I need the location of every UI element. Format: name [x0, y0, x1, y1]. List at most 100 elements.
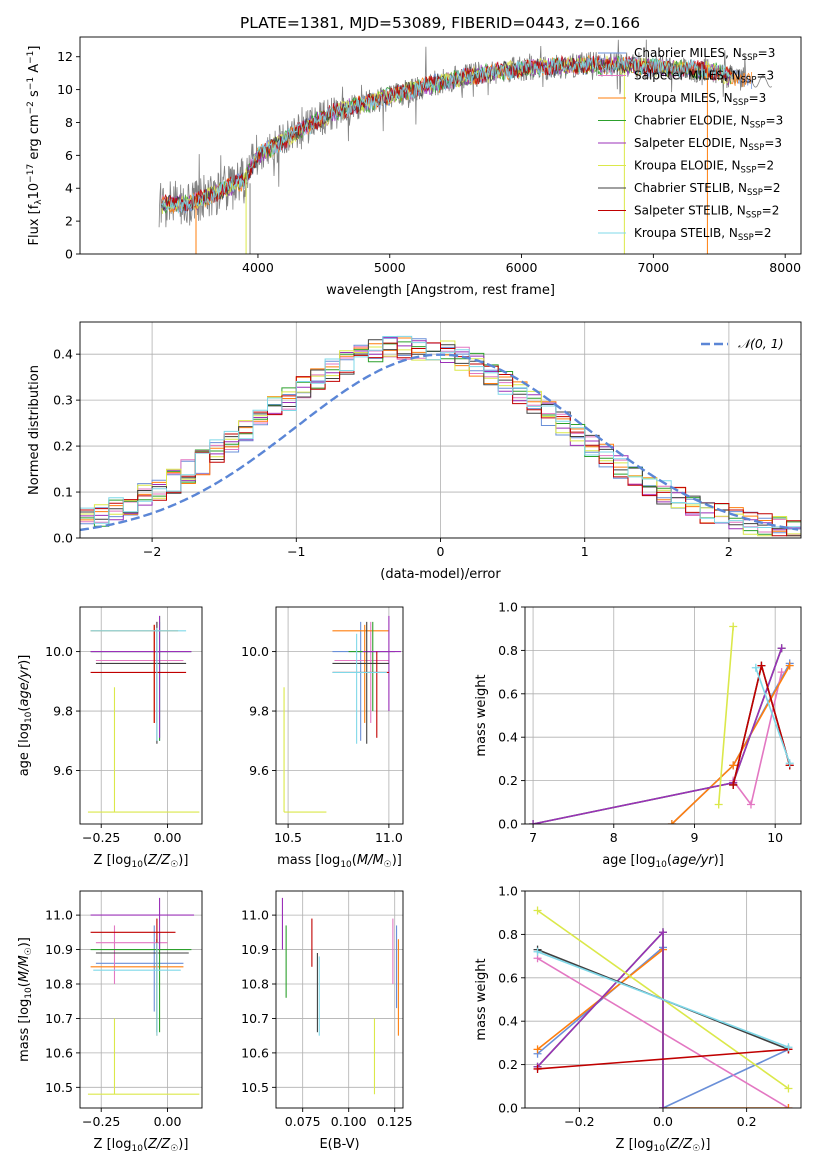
y-tick-label: 0.2	[498, 773, 518, 788]
y-tick-label: 4	[65, 181, 73, 196]
axes-frame	[275, 606, 404, 825]
y-tick-label: 0.0	[53, 531, 73, 546]
y-tick-label: 11.0	[45, 908, 73, 923]
axes-frame	[275, 890, 404, 1109]
chart-panels: 4000 5000 6000 7000 8000024681012wavelength …	[17, 36, 802, 1154]
model-spectrum-line	[161, 56, 733, 214]
legend-label: Chabrier ELODIE, NSSP=3	[634, 114, 783, 131]
legend-label-name: Kroupa MILES, N	[634, 91, 733, 105]
x-axis-label-part: ☉	[170, 860, 178, 870]
legend-label: Kroupa MILES, NSSP=3	[634, 91, 766, 108]
y-axis-label-part: s	[27, 90, 42, 101]
y-tick-label: 2	[65, 214, 73, 229]
x-tick-label: 11.0	[375, 830, 403, 845]
x-axis-label-part: mass [log	[277, 853, 340, 868]
x-axis-label: Z [log10(Z/Z☉)]	[94, 853, 189, 870]
legend-label-count: =2	[763, 181, 781, 195]
panel-residual_histogram: −2 −1 0 1 2 0.0 0.1 0.2 0.3 0.4 𝒩(0, 1) (data-model…	[27, 321, 802, 582]
x-axis-label-part: M/M	[357, 853, 384, 868]
x-axis-label-part: Z/Z	[147, 1137, 171, 1152]
legend-label-name: Kroupa ELODIE, N	[634, 159, 741, 173]
y-tick-label: 0.8	[498, 643, 518, 658]
x-tick-label: 0.100	[331, 1114, 367, 1129]
legend-label-sub: SSP	[750, 121, 766, 131]
mass-weight-marker	[784, 1043, 793, 1052]
mass-weight-line	[755, 667, 791, 764]
legend-label-sub: SSP	[733, 98, 749, 108]
y-axis-label-part: −17	[26, 164, 36, 183]
legend-label-name: Salpeter STELIB, N	[634, 204, 746, 218]
x-tick-label: −0.25	[82, 1114, 120, 1129]
legend-label: Chabrier STELIB, NSSP=2	[634, 181, 781, 198]
panel-age_vs_mass: 10.5 11.0 9.6 9.8 10.0 mass [log10(M/M☉)]	[241, 606, 404, 870]
x-axis-label-part: )]	[700, 1137, 710, 1152]
y-tick-label: 1.0	[498, 600, 518, 615]
legend-label-count: =3	[758, 46, 776, 60]
mass-weight-marker	[785, 759, 794, 768]
plot-area-mass_vs_ebv	[276, 891, 403, 1108]
legend-label-name: Salpeter MILES, N	[634, 69, 741, 83]
plot-area-age_vs_mass	[276, 607, 403, 824]
mass-weight-marker	[533, 947, 542, 956]
x-axis-label-part: )]	[714, 853, 724, 868]
y-tick-label: 10.8	[241, 977, 269, 992]
x-tick-label: 10	[767, 830, 783, 845]
x-axis-label-part: age/yr	[672, 853, 715, 868]
legend-label-count: =3	[749, 91, 767, 105]
x-tick-label: 7	[529, 830, 537, 845]
x-tick-label: 0.125	[377, 1114, 413, 1129]
legend-label-name: Chabrier STELIB, N	[634, 181, 747, 195]
mass-weight-marker	[777, 668, 786, 677]
x-axis-label-part: Z [log	[616, 1137, 654, 1152]
mass-weight-marker	[659, 1104, 667, 1108]
y-tick-label: 0.4	[53, 347, 73, 362]
legend-label-sub: SSP	[742, 53, 758, 63]
x-tick-label: 6000	[506, 260, 538, 275]
mass-weight-line	[537, 951, 789, 1048]
mass-weight-marker	[529, 820, 538, 824]
y-axis-label-part: age [log	[17, 723, 32, 776]
x-axis-label: (data-model)/error	[380, 567, 501, 582]
x-tick-label: 0.00	[154, 830, 182, 845]
legend-label-name: Salpeter ELODIE, N	[634, 136, 748, 150]
mass-weight-marker	[729, 761, 738, 770]
x-tick-label: 1	[581, 544, 589, 559]
x-axis-label: wavelength [Angstrom, rest frame]	[326, 283, 555, 298]
y-axis-label-part: Flux [f	[27, 204, 42, 245]
x-axis-label-part: 10	[131, 860, 143, 870]
x-tick-label: 0.075	[285, 1114, 321, 1129]
legend-label-sub: SSP	[748, 143, 764, 153]
x-axis-label-part: (	[143, 853, 148, 868]
y-tick-label: 0	[65, 247, 73, 262]
legend-label-count: =2	[754, 226, 772, 240]
plot-area-mass_weight_vs_Z	[525, 891, 801, 1108]
mass-weight-line	[537, 1048, 789, 1070]
x-tick-label: 9	[690, 830, 698, 845]
y-tick-label: 0.2	[53, 439, 73, 454]
y-tick-label: 10.7	[241, 1011, 269, 1026]
y-tick-label: 10	[57, 82, 73, 97]
y-tick-label: 10.5	[45, 1080, 73, 1095]
y-axis-label: mass weight	[474, 674, 489, 756]
panel-age_vs_Z: −0.25 0.009.69.810.0Z [log10(Z/Z☉)]age [l…	[17, 606, 203, 870]
x-axis-label: E(B-V)	[319, 1137, 359, 1152]
x-axis-label: Z [log10(Z/Z☉)]	[94, 1137, 189, 1154]
mass-weight-marker	[757, 661, 766, 670]
mass-weight-marker	[729, 780, 738, 789]
x-tick-label: −0.25	[82, 830, 120, 845]
x-axis-label-part: )]	[178, 853, 188, 868]
x-axis-label: age [log10(age/yr)]	[602, 853, 724, 870]
mass-weight-marker	[533, 1045, 542, 1054]
normal-curve	[80, 353, 799, 532]
x-axis-label-part: 10	[655, 860, 667, 870]
mass-weight-marker	[659, 928, 667, 937]
y-tick-label: 0.6	[498, 970, 518, 985]
y-tick-label: 9.6	[53, 763, 73, 778]
legend-label-name: Chabrier ELODIE, N	[634, 114, 750, 128]
y-tick-label: 10.5	[241, 1080, 269, 1095]
y-tick-label: 8	[65, 115, 73, 130]
mass-weight-marker	[751, 663, 760, 672]
y-tick-label: 9.8	[53, 704, 73, 719]
